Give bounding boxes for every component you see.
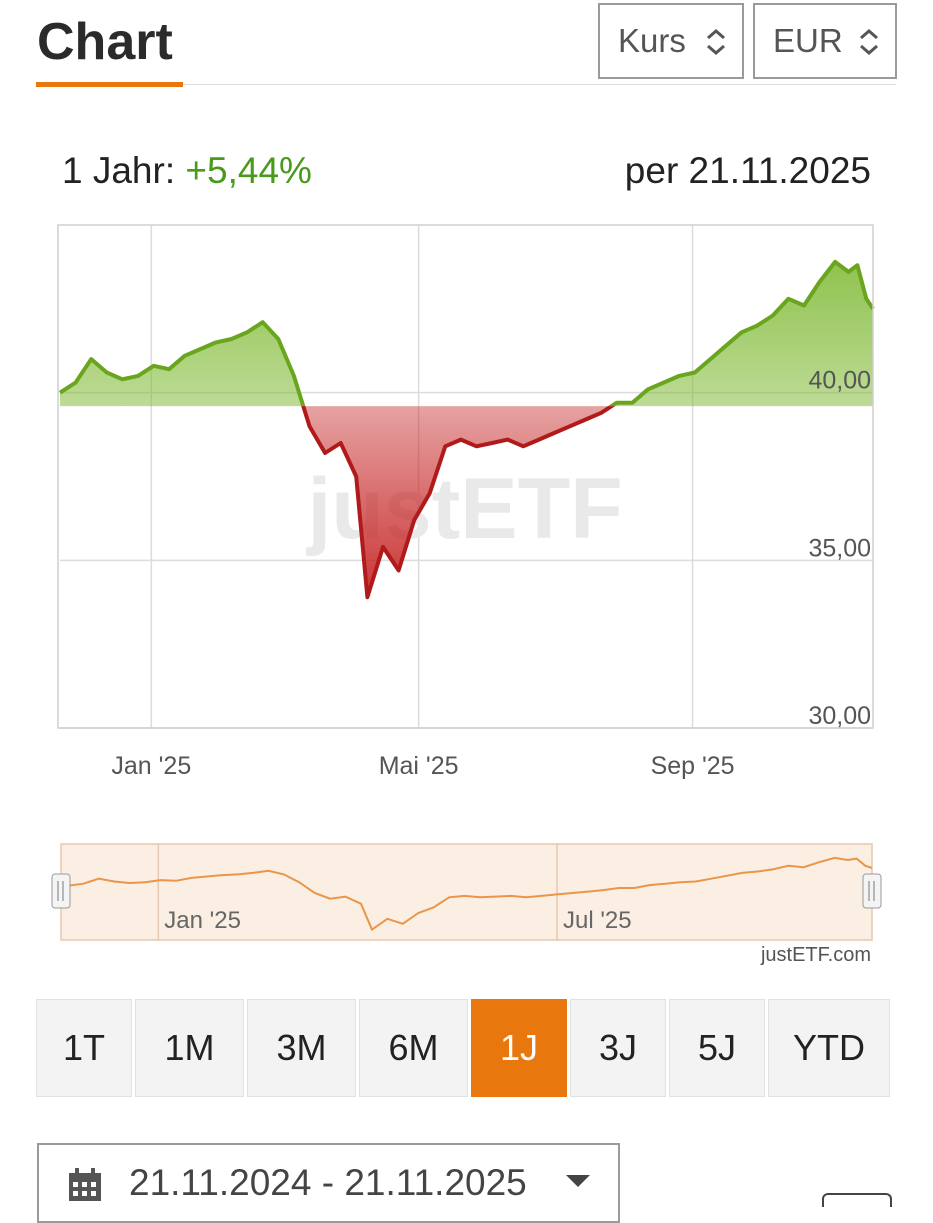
- chart-lines: [58, 259, 875, 600]
- navigator-grid: [157, 844, 558, 940]
- source-credit[interactable]: justETF.com: [760, 944, 871, 966]
- navigator-handle-left[interactable]: [51, 873, 71, 909]
- period-button-1j[interactable]: 1J: [471, 999, 567, 1097]
- period-button-5j[interactable]: 5J: [669, 999, 765, 1097]
- title-divider: [36, 84, 896, 85]
- period-button-6m[interactable]: 6M: [359, 999, 468, 1097]
- navigator-tick-label: Jul '25: [563, 907, 632, 934]
- navigator-line: [67, 856, 873, 932]
- as-of-date: per 21.11.2025: [624, 150, 871, 191]
- performance-value: +5,44%: [185, 150, 312, 191]
- price-line-negative: [301, 406, 616, 600]
- period-button-3m[interactable]: 3M: [247, 999, 356, 1097]
- price-line-positive: [58, 259, 875, 407]
- watermark: justETF: [305, 461, 622, 557]
- price-chart[interactable]: justETF 30,00 35,00 40,00 Jan '25 Mai '25 Se…: [0, 220, 933, 790]
- period-button-3j[interactable]: 3J: [570, 999, 666, 1097]
- plot-border: [57, 224, 874, 729]
- x-tick-label: Mai '25: [379, 752, 459, 780]
- period-label: 1 Jahr:: [62, 150, 176, 191]
- y-tick-label: 30,00: [808, 702, 871, 730]
- positive-area: [60, 261, 873, 407]
- x-tick-label: Jan '25: [111, 752, 191, 780]
- y-axis-labels: 30,00 35,00 40,00: [808, 367, 871, 730]
- date-range-picker[interactable]: 21.11.2024 - 21.11.2025: [37, 1143, 620, 1223]
- title-underline: [36, 82, 183, 87]
- x-axis-labels: Jan '25 Mai '25 Sep '25: [111, 752, 734, 780]
- price-type-select[interactable]: Kurs: [598, 3, 744, 79]
- navigator-chart[interactable]: Jan '25 Jul '25: [0, 836, 933, 948]
- y-tick-label: 35,00: [808, 534, 871, 562]
- period-button-1m[interactable]: 1M: [135, 999, 244, 1097]
- chart-areas: [60, 261, 873, 598]
- currency-value: EUR: [773, 22, 843, 59]
- chevron-updown-icon: [860, 29, 878, 55]
- period-selector: 1T 1M 3M 6M 1J 3J 5J YTD: [36, 999, 892, 1097]
- y-tick-label: 40,00: [808, 367, 871, 395]
- performance-summary: 1 Jahr: +5,44%: [62, 150, 312, 192]
- date-range-label: 21.11.2024 - 21.11.2025: [129, 1162, 527, 1203]
- navigator-labels: Jan '25 Jul '25: [164, 907, 631, 934]
- navigator-handle-right[interactable]: [862, 873, 882, 909]
- currency-select[interactable]: EUR: [753, 3, 897, 79]
- x-tick-label: Sep '25: [651, 752, 735, 780]
- calendar-icon: [69, 1168, 101, 1201]
- page-title: Chart: [37, 13, 173, 71]
- partial-button[interactable]: [822, 1193, 892, 1207]
- navigator-tick-label: Jan '25: [164, 907, 241, 934]
- period-button-ytd[interactable]: YTD: [768, 999, 890, 1097]
- price-type-value: Kurs: [618, 22, 686, 59]
- period-button-1t[interactable]: 1T: [36, 999, 132, 1097]
- caret-down-icon: [566, 1175, 590, 1187]
- chevron-updown-icon: [707, 29, 725, 55]
